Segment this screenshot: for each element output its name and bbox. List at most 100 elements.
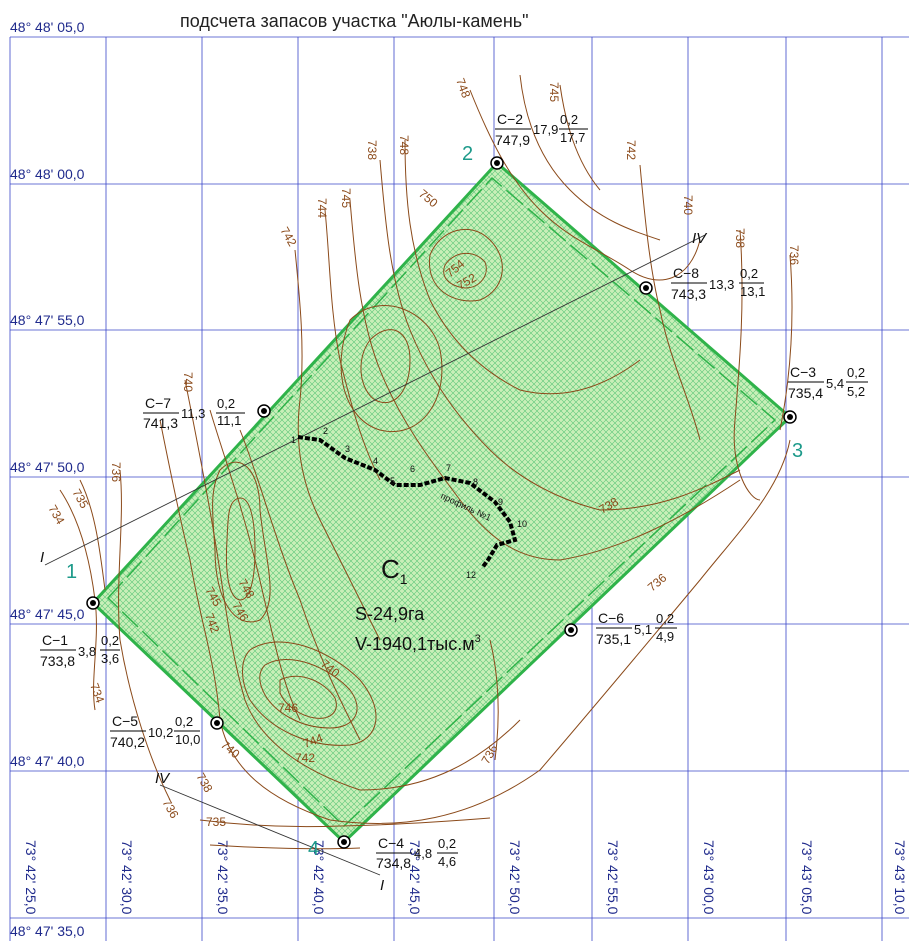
contour-label: 748 <box>397 135 411 155</box>
well-num: 0,2 <box>847 365 865 380</box>
route-point: 12 <box>466 570 476 580</box>
well-num: 0,2 <box>438 836 456 851</box>
well-den: 11,1 <box>217 413 241 428</box>
block-name: C1 <box>381 554 408 587</box>
lon-label: 73° 42' 50,0 <box>507 840 523 915</box>
corner-label: 1 <box>66 561 77 583</box>
well-den: 10,0 <box>175 732 200 747</box>
contour-label: 735 <box>69 487 91 512</box>
contour-lines <box>59 74 793 850</box>
lon-label: 73° 42' 40,0 <box>311 840 327 915</box>
contour-label: 736 <box>109 462 123 482</box>
contour-label: 738 <box>365 140 379 160</box>
corner-label: 4 <box>308 838 319 860</box>
well-elev: 747,9 <box>495 132 530 148</box>
lat-label: 48° 47' 45,0 <box>10 606 85 622</box>
well-c-2: C−2 747,9 17,9 0,2 17,7 <box>490 111 588 170</box>
lon-label: 73° 43' 10,0 <box>892 840 908 915</box>
well-name: C−3 <box>790 364 816 380</box>
well-thick: 17,9 <box>533 122 558 137</box>
route-point: 4 <box>373 456 378 466</box>
well-num: 0,2 <box>656 611 674 626</box>
well-den: 4,9 <box>656 629 674 644</box>
well-thick: 3,8 <box>78 644 96 659</box>
contour-label: 748 <box>453 76 473 100</box>
well-den: 4,6 <box>438 854 456 869</box>
well-c-8: C−8 743,3 13,3 0,2 13,1 <box>639 265 765 302</box>
lon-label: 73° 42' 45,0 <box>407 840 423 915</box>
contour-label: 734 <box>87 681 107 705</box>
route-point: 9 <box>498 497 503 507</box>
block-area: S-24,9га <box>355 604 425 624</box>
lat-label: 48° 47' 55,0 <box>10 312 85 328</box>
lon-label: 73° 42' 25,0 <box>23 840 39 915</box>
well-elev: 734,8 <box>376 855 411 871</box>
well-c-6: C−6 735,1 5,1 0,2 4,9 <box>564 610 677 647</box>
well-num: 0,2 <box>740 266 758 281</box>
section-label: I <box>40 549 44 566</box>
lon-label: 73° 42' 35,0 <box>215 840 231 915</box>
route-point: 7 <box>446 463 451 473</box>
contour-label: 742 <box>624 140 638 160</box>
route-point: 3 <box>345 444 350 454</box>
map-title: подсчета запасов участка "Аюлы-камень" <box>180 11 529 31</box>
well-c-4: C−4 734,8 4,8 0,2 4,6 <box>337 835 458 871</box>
well-elev: 733,8 <box>40 653 75 669</box>
contour-label: 744 <box>315 198 329 218</box>
lon-label: 73° 42' 30,0 <box>119 840 135 915</box>
well-elev: 740,2 <box>110 734 145 750</box>
lat-label: 48° 48' 00,0 <box>10 166 85 182</box>
route-point: 5 <box>390 476 395 486</box>
contour-label: 750 <box>416 187 441 211</box>
longitude-labels: 73° 42' 25,0 73° 42' 30,0 73° 42' 35,0 7… <box>23 840 908 915</box>
section-label: IV <box>155 770 171 787</box>
well-thick: 13,3 <box>709 277 734 292</box>
section-label: I <box>380 877 384 894</box>
contour-label: 736 <box>478 742 500 767</box>
well-den: 5,2 <box>847 384 865 399</box>
contour-label: 738 <box>733 228 747 248</box>
contour-label: 735 <box>206 815 226 829</box>
latitude-labels: 48° 48' 05,0 48° 48' 00,0 48° 47' 55,0 4… <box>10 19 85 939</box>
well-thick: 10,2 <box>148 725 173 740</box>
contour-label: 745 <box>339 188 353 208</box>
contour-label: 740 <box>681 195 695 215</box>
contour-label: 734 <box>45 503 67 528</box>
well-thick: 11,3 <box>181 406 205 421</box>
well-elev: 741,3 <box>143 415 178 431</box>
well-name: C−4 <box>378 835 404 851</box>
section-lines <box>44 234 706 876</box>
well-den: 17,7 <box>560 130 585 145</box>
well-den: 3,6 <box>101 651 119 666</box>
lat-label: 48° 47' 35,0 <box>10 923 85 939</box>
route-point: 1 <box>291 435 296 445</box>
lat-label: 48° 47' 50,0 <box>10 459 85 475</box>
lat-label: 48° 47' 40,0 <box>10 753 85 769</box>
contour-label: 742 <box>295 751 315 765</box>
well-name: C−6 <box>598 610 624 626</box>
route-point: 6 <box>410 464 415 474</box>
well-thick: 5,1 <box>634 622 652 637</box>
section-labels: I I IV IV <box>40 230 708 894</box>
contour-label: 736 <box>645 570 670 594</box>
well-c-5: C−5 740,2 10,2 0,2 10,0 <box>110 713 224 750</box>
contour-label: 736 <box>787 245 801 265</box>
well-c-1: C−1 733,8 3,8 0,2 3,6 <box>40 596 120 669</box>
well-num: 0,2 <box>175 714 193 729</box>
well-name: C−8 <box>673 265 699 281</box>
contour-label: 742 <box>202 611 222 635</box>
well-name: C−7 <box>145 395 171 411</box>
lon-label: 73° 43' 00,0 <box>701 840 717 915</box>
contour-label: 736 <box>159 797 181 822</box>
contour-label: 744 <box>301 731 325 751</box>
contour-label: 738 <box>193 771 215 796</box>
corner-label: 3 <box>792 440 803 462</box>
well-num: 0,2 <box>560 112 578 127</box>
lon-label: 73° 42' 55,0 <box>605 840 621 915</box>
block-volume: V-1940,1тыс.м3 <box>355 633 481 654</box>
well-c-7: C−7 741,3 11,3 0,2 11,1 <box>143 395 271 431</box>
contour-label: 742 <box>277 225 299 250</box>
corner-numbers: 1 2 3 4 <box>66 143 803 860</box>
well-thick: 4,8 <box>414 846 432 861</box>
